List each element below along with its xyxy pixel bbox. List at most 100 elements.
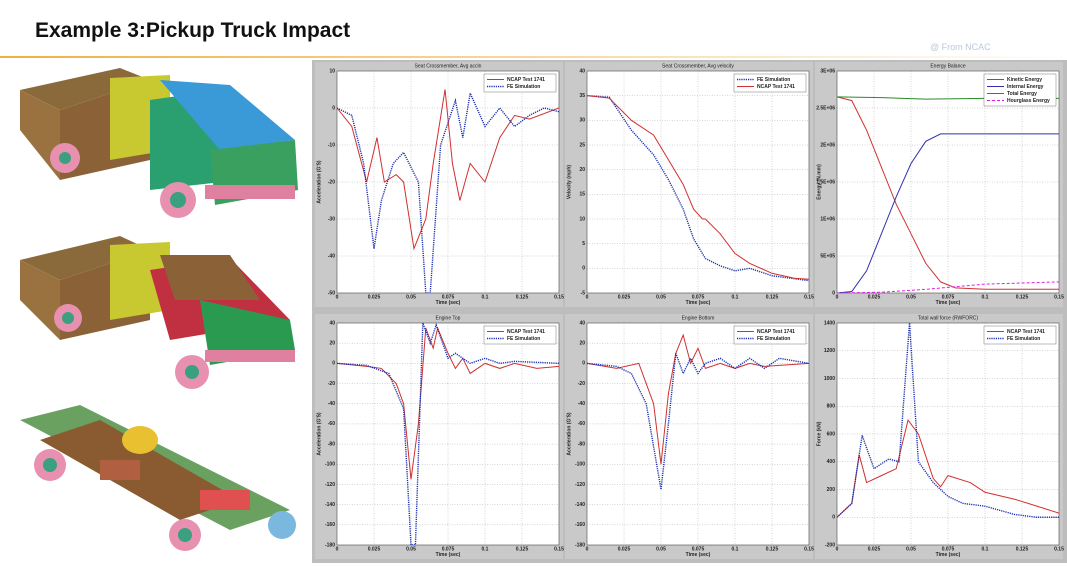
y-tick-label: -120 (575, 482, 585, 488)
series-line (337, 326, 559, 480)
x-tick-label: 0.15 (1054, 294, 1064, 300)
y-axis-label: Acceleration (G'S) (316, 160, 322, 203)
x-axis-label: Time (sec) (686, 552, 711, 558)
x-axis-label: Time (sec) (936, 552, 961, 558)
y-tick-label: 2.5E+06 (816, 105, 835, 111)
legend-label: FE Simulation (1007, 336, 1040, 342)
x-tick-label: 0.15 (1054, 546, 1064, 552)
y-tick-label: 0 (832, 515, 835, 521)
series-line (337, 89, 559, 251)
chart-title: Seat Crossmember, Avg velocity (662, 63, 734, 69)
x-tick-label: 0.075 (942, 294, 955, 300)
y-tick-label: 0 (582, 266, 585, 272)
x-tick-label: 0.1 (982, 546, 989, 552)
y-axis-label: Force (kN) (816, 421, 822, 446)
y-tick-label: -180 (325, 542, 335, 548)
chart-panel: Total wall force (RWFORC) 1400 1200 1000 800… (815, 314, 1064, 559)
x-tick-label: 0 (586, 546, 589, 552)
y-tick-label: -180 (575, 542, 585, 548)
x-tick-label: 0.1 (732, 294, 739, 300)
y-tick-label: 30 (579, 118, 585, 124)
truck-frame (20, 405, 296, 551)
x-tick-label: 0 (836, 294, 839, 300)
legend-label: FE Simulation (757, 336, 790, 342)
x-tick-label: 0 (586, 294, 589, 300)
chart-title: Engine Bottom (682, 315, 715, 321)
x-tick-label: 0.05 (656, 294, 666, 300)
x-tick-label: 0.05 (906, 294, 916, 300)
legend-label: Internal Energy (1007, 84, 1044, 90)
x-tick-label: 0 (336, 294, 339, 300)
y-tick-label: -50 (328, 290, 335, 296)
y-tick-label: -40 (328, 401, 335, 407)
x-tick-label: 0.15 (554, 546, 564, 552)
x-tick-label: 0.1 (482, 546, 489, 552)
y-tick-label: -20 (328, 179, 335, 185)
y-tick-label: 40 (579, 320, 585, 326)
y-tick-label: -80 (328, 441, 335, 447)
y-tick-label: 1.5E+06 (816, 179, 835, 185)
legend-label: FE Simulation (757, 77, 790, 83)
legend-label: NCAP Test 1741 (1007, 329, 1045, 335)
y-tick-label: -200 (825, 542, 835, 548)
x-tick-label: 0.05 (906, 546, 916, 552)
y-tick-label: 1400 (824, 320, 835, 326)
source-note: @ From NCAC (930, 42, 991, 52)
y-axis-label: Velocity (mph) (566, 165, 572, 200)
chart-panel: Seat Crossmember, Avg velocity 40 35 30 25 20… (565, 62, 814, 307)
series-line (837, 418, 1059, 518)
x-tick-label: 0 (336, 546, 339, 552)
y-tick-label: 40 (329, 320, 335, 326)
series-line (837, 96, 1059, 290)
x-tick-label: 0.125 (766, 546, 779, 552)
y-tick-label: -40 (328, 253, 335, 259)
x-tick-label: 0.1 (482, 294, 489, 300)
legend-label: NCAP Test 1741 (757, 329, 795, 335)
y-tick-label: 20 (579, 167, 585, 173)
y-tick-label: -60 (578, 421, 585, 427)
y-tick-label: 15 (579, 192, 585, 198)
y-tick-label: 25 (579, 142, 585, 148)
x-tick-label: 0.05 (406, 546, 416, 552)
legend-box (733, 325, 807, 345)
y-tick-label: 1E+06 (820, 216, 835, 222)
charts: Seat Crossmember, Avg accln 10 0 -10 -20 -30 -… (315, 62, 1064, 559)
x-tick-label: 0.125 (516, 294, 529, 300)
y-tick-label: 35 (579, 93, 585, 99)
y-tick-label: -40 (578, 401, 585, 407)
y-tick-label: -60 (328, 421, 335, 427)
x-tick-label: 0.025 (618, 294, 631, 300)
legend-label: NCAP Test 1741 (507, 77, 545, 83)
x-axis-label: Time (sec) (936, 300, 961, 306)
x-tick-label: 0.025 (868, 546, 881, 552)
truck-model-2 (20, 236, 295, 389)
y-tick-label: 1000 (824, 376, 835, 382)
x-tick-label: 0.025 (868, 294, 881, 300)
y-tick-label: -140 (325, 502, 335, 508)
series-line (587, 95, 809, 280)
y-tick-label: 20 (579, 341, 585, 347)
y-tick-label: -20 (578, 381, 585, 387)
chart-panel: Seat Crossmember, Avg accln 10 0 -10 -20 -30 -… (315, 62, 564, 307)
y-tick-label: 10 (579, 216, 585, 222)
legend-label: Kinetic Energy (1007, 77, 1042, 83)
chart-title: Total wall force (RWFORC) (918, 315, 979, 321)
legend-label: FE Simulation (507, 84, 540, 90)
legend-box (983, 325, 1057, 345)
y-tick-label: 3E+06 (820, 68, 835, 74)
y-tick-label: 5 (582, 241, 585, 247)
truck-model-1 (20, 68, 298, 218)
y-tick-label: -30 (328, 216, 335, 222)
chart-title: Seat Crossmember, Avg accln (415, 63, 482, 69)
y-tick-label: 2E+06 (820, 142, 835, 148)
y-tick-label: 10 (329, 68, 335, 74)
y-tick-label: 20 (329, 341, 335, 347)
series-line (587, 333, 809, 465)
y-tick-label: -20 (328, 381, 335, 387)
x-tick-label: 0.125 (1016, 546, 1029, 552)
y-axis-label: Acceleration (G'S) (316, 412, 322, 455)
x-tick-label: 0.15 (804, 546, 814, 552)
x-tick-label: 0.075 (442, 546, 455, 552)
